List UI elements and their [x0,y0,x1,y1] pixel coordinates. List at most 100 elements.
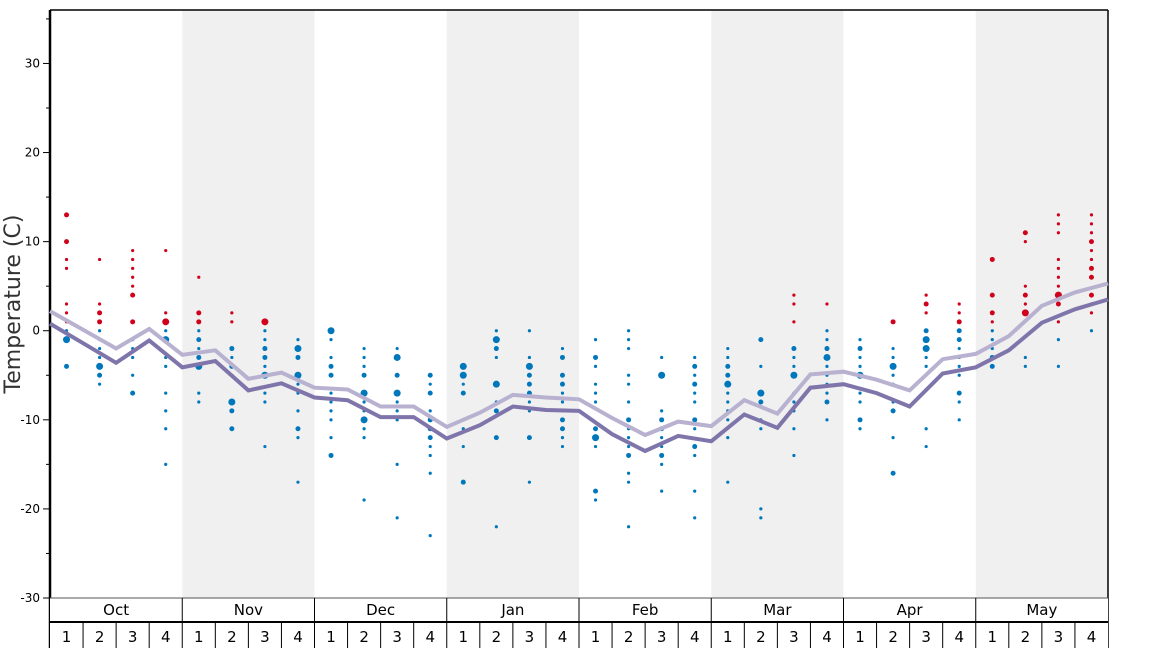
cold-observation-dot [824,399,830,405]
warm-observation-dot [989,310,995,316]
y-tick-label: -30 [20,591,40,605]
week-label: 4 [293,628,303,646]
cold-observation-dot [758,399,764,405]
cold-observation-dot [858,364,862,368]
warm-observation-dot [1089,248,1094,253]
week-label: 2 [624,628,634,646]
cold-observation-dot [395,400,399,404]
warm-observation-dot [164,248,168,253]
cold-observation-dot [758,337,764,343]
week-label: 1 [591,628,601,646]
warm-observation-dot [64,257,69,262]
cold-observation-dot [494,355,498,360]
cold-observation-dot [64,363,70,369]
cold-observation-dot [493,346,499,352]
cold-observation-dot [825,391,829,395]
warm-observation-dot [130,319,136,325]
cold-observation-dot [592,434,600,442]
cold-observation-dot [626,338,631,342]
y-tick-label: 30 [25,56,40,70]
cold-observation-dot [395,409,399,413]
cold-observation-dot [459,371,467,379]
warm-observation-dot [97,257,102,262]
cold-observation-dot [493,435,499,441]
warm-observation-dot [1022,292,1028,298]
week-label: 4 [425,628,435,646]
cold-observation-dot [526,372,532,378]
cold-observation-dot [824,346,830,352]
cold-observation-dot [295,426,301,432]
cold-observation-dot [461,444,465,449]
warm-observation-dot [64,311,69,315]
warm-observation-dot [131,257,135,262]
warm-observation-dot [924,293,928,297]
week-label: 2 [492,628,502,646]
cold-observation-dot [131,355,135,360]
cold-observation-dot [792,364,796,368]
week-label: 3 [392,628,402,646]
cold-observation-dot [725,363,731,369]
cold-observation-dot [957,418,961,422]
warm-observation-dot [164,311,168,315]
cold-observation-dot [924,427,928,431]
cold-observation-dot [659,417,665,423]
cold-observation-dot [197,346,201,351]
cold-observation-dot [990,329,994,333]
cold-observation-dot [197,329,201,333]
cold-observation-dot [428,382,432,386]
cold-observation-dot [792,400,796,404]
cold-observation-dot [825,338,829,342]
cold-observation-dot [726,400,730,404]
week-label: 1 [459,628,469,646]
cold-observation-dot [626,452,632,458]
cold-observation-dot [164,391,168,395]
cold-observation-dot [560,346,565,351]
cold-observation-dot [328,363,334,369]
warm-observation-dot [1021,309,1029,317]
cold-observation-dot [294,371,302,379]
cold-observation-dot [889,362,897,370]
cold-observation-dot [593,426,599,432]
cold-observation-dot [922,345,930,353]
cold-observation-dot [1023,364,1027,368]
cold-observation-dot [229,426,235,432]
cold-observation-dot [263,444,267,449]
cold-observation-dot [957,400,961,404]
cold-observation-dot [891,346,895,351]
cold-observation-dot [525,362,533,370]
week-label: 2 [888,628,898,646]
cold-observation-dot [526,435,532,441]
warm-observation-dot [197,275,201,279]
cold-observation-dot [759,516,763,520]
y-tick-label: 0 [32,324,40,338]
cold-observation-dot [890,470,896,476]
warm-observation-dot [1023,284,1027,288]
cold-observation-dot [693,355,697,360]
cold-observation-dot [327,327,335,335]
cold-observation-dot [660,462,664,466]
cold-observation-dot [857,346,863,352]
cold-observation-dot [891,355,895,360]
cold-observation-dot [362,364,366,368]
warm-observation-dot [97,319,103,325]
cold-observation-dot [693,489,697,493]
cold-observation-dot [692,363,698,369]
cold-observation-dot [360,416,368,424]
cold-observation-dot [361,372,367,378]
warm-observation-dot [64,212,70,218]
week-label: 1 [988,628,998,646]
week-label: 3 [128,628,138,646]
cold-observation-dot [428,453,432,458]
warm-observation-dot [1056,266,1061,270]
week-label: 1 [194,628,204,646]
week-label: 4 [161,628,171,646]
y-tick-label: 20 [25,146,40,160]
cold-observation-dot [262,354,268,360]
cold-observation-dot [527,480,532,484]
cold-observation-dot [459,362,467,370]
cold-observation-dot [1089,329,1094,333]
cold-observation-dot [395,516,399,520]
cold-observation-dot [527,400,532,404]
cold-observation-dot [263,400,267,404]
